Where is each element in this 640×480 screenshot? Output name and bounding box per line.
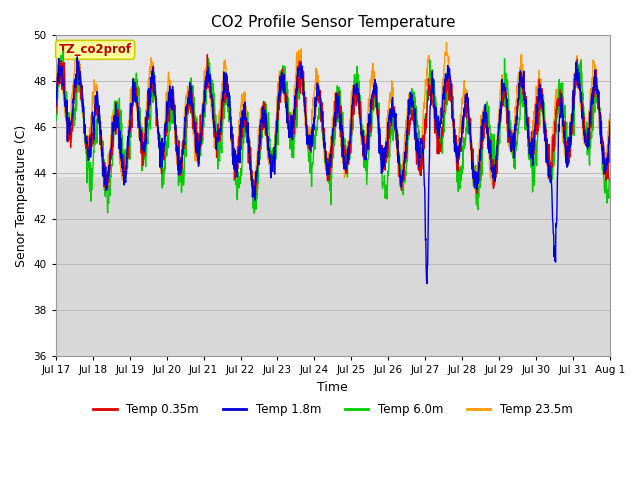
Legend: Temp 0.35m, Temp 1.8m, Temp 6.0m, Temp 23.5m: Temp 0.35m, Temp 1.8m, Temp 6.0m, Temp 2… — [88, 398, 577, 420]
Y-axis label: Senor Temperature (C): Senor Temperature (C) — [15, 124, 28, 267]
Title: CO2 Profile Sensor Temperature: CO2 Profile Sensor Temperature — [211, 15, 455, 30]
Bar — [56, 36, 610, 177]
X-axis label: Time: Time — [317, 381, 348, 394]
Text: TZ_co2prof: TZ_co2prof — [59, 43, 132, 56]
